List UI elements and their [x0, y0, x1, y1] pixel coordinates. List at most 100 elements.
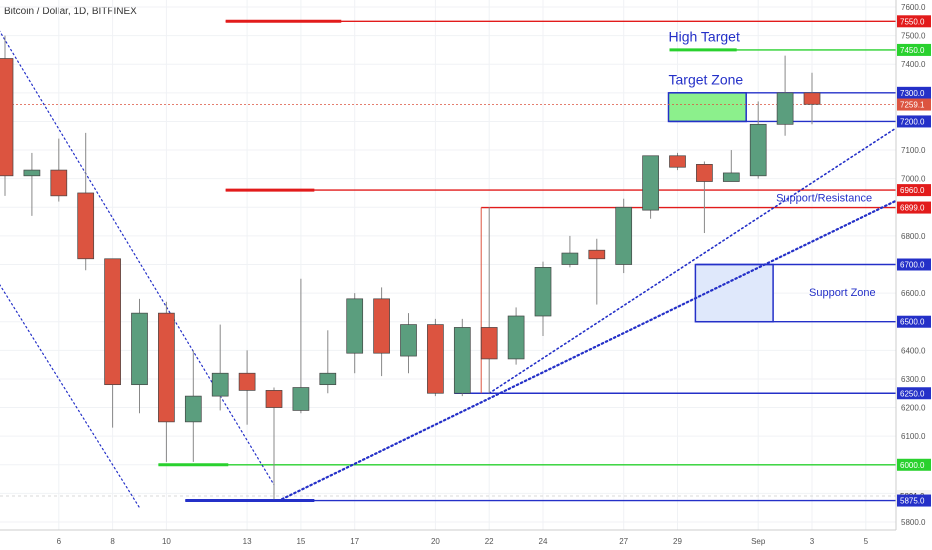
y-tick-label: 6400.0 — [901, 346, 926, 355]
candle — [722, 150, 740, 182]
candle-body — [696, 164, 713, 182]
price-tag-b7200 — [897, 115, 931, 128]
candle-body — [346, 298, 364, 354]
price-tag-label: 7259.1 — [900, 101, 925, 110]
y-tick-label: 6200.0 — [901, 404, 926, 413]
candle — [507, 307, 525, 365]
price-tag-r6960 — [897, 184, 931, 197]
candle-body — [427, 324, 444, 394]
y-tick-label: 5800.0 — [901, 518, 926, 527]
candle — [23, 152, 41, 216]
price-tag-b7300 — [897, 86, 931, 99]
chart-title: Bitcoin / Dollar, 1D, BITFINEX — [4, 6, 137, 17]
x-tick-label: 6 — [57, 537, 62, 546]
annotations: High Target Target Zone Support/Resistance… — [669, 28, 876, 299]
price-tag-b5875 — [897, 494, 931, 507]
candle-body — [453, 327, 471, 394]
price-tag-label: 7450.0 — [900, 46, 925, 55]
y-tick-label: 6800.0 — [901, 232, 926, 241]
candle-body — [158, 312, 175, 423]
price-axis: 5800.05900.06000.06100.06200.06300.06400… — [895, 0, 932, 550]
x-tick-label: 15 — [296, 537, 305, 546]
x-tick-label: 24 — [539, 537, 548, 546]
candle — [104, 258, 121, 428]
price-tag-b6700 — [897, 258, 931, 271]
candle-body — [373, 298, 390, 354]
candle — [453, 318, 471, 397]
candle — [265, 387, 283, 500]
candle-body — [238, 372, 256, 391]
candle — [615, 198, 633, 274]
time-axis: 6 8 10 13 15 17 20 22 24 27 29 Sep 3 5 — [0, 529, 896, 550]
x-tick-label: 17 — [350, 537, 359, 546]
candle-body — [480, 327, 498, 360]
x-tick-label: 13 — [243, 537, 252, 546]
candle — [642, 155, 659, 219]
candle — [211, 324, 229, 411]
candle — [131, 298, 148, 414]
candle — [803, 72, 821, 125]
candle-body — [669, 155, 686, 168]
candle — [184, 350, 202, 462]
x-tick-label: Sep — [751, 537, 766, 546]
candle — [669, 152, 686, 171]
price-tag-label: 7200.0 — [900, 117, 925, 126]
annotation-target-zone: Target Zone — [669, 71, 744, 87]
price-tag-g6000 — [897, 458, 931, 471]
candles — [0, 35, 821, 500]
x-tick-label: 27 — [619, 537, 628, 546]
candle-body — [77, 192, 95, 260]
x-tick-label: 22 — [485, 537, 494, 546]
target-zone-fill — [668, 92, 747, 122]
price-tag-b6500 — [897, 315, 931, 328]
candle — [158, 301, 175, 462]
support-trendline-1 — [280, 194, 908, 501]
annotation-high-target: High Target — [669, 28, 740, 44]
x-tick-label: 10 — [162, 537, 171, 546]
candle-body — [50, 169, 68, 197]
y-tick-label: 7400.0 — [901, 60, 926, 69]
candle — [561, 235, 579, 268]
price-tag-label: 6000.0 — [900, 461, 925, 470]
candle-body — [400, 324, 417, 357]
candle-body — [803, 92, 821, 105]
x-tick-label: 8 — [110, 537, 115, 546]
candle-body — [104, 258, 121, 386]
candle-body — [0, 58, 14, 177]
price-tag-label: 6500.0 — [900, 318, 925, 327]
price-tag-cur7259 — [897, 98, 931, 111]
price-tag-label: 6960.0 — [900, 186, 925, 195]
candle-body — [615, 206, 633, 265]
candle — [534, 261, 552, 337]
y-tick-label: 7100.0 — [901, 146, 926, 155]
annotation-support-zone: Support Zone — [809, 287, 876, 299]
price-tag-label: 7550.0 — [900, 17, 925, 26]
candle — [0, 35, 14, 196]
candle-body — [722, 172, 740, 182]
price-tag-b6250 — [897, 387, 931, 400]
annotation-support-resistance: Support/Resistance — [776, 193, 872, 205]
candle — [77, 132, 95, 271]
price-tag-label: 6899.0 — [900, 204, 925, 213]
candle-body — [211, 372, 229, 397]
price-tag-label: 6700.0 — [900, 261, 925, 270]
x-tick-label: 3 — [810, 537, 815, 546]
horizontal-levels — [0, 19, 896, 503]
price-tag-r6899 — [897, 201, 931, 214]
candle-body — [131, 312, 148, 386]
candle — [749, 101, 767, 179]
price-tag-g7450 — [897, 43, 931, 56]
y-tick-label: 7000.0 — [901, 175, 926, 184]
candle-body — [319, 372, 337, 386]
candle-body — [23, 169, 41, 177]
price-tag-r7550 — [897, 15, 931, 28]
candle-body — [561, 252, 579, 265]
lower-downtrend — [0, 284, 141, 509]
price-tag-label: 5875.0 — [900, 497, 925, 506]
candle — [292, 278, 310, 414]
candle-body — [265, 390, 283, 408]
x-tick-label: 29 — [673, 537, 682, 546]
candle-body — [642, 155, 659, 211]
y-tick-label: 6600.0 — [901, 289, 926, 298]
